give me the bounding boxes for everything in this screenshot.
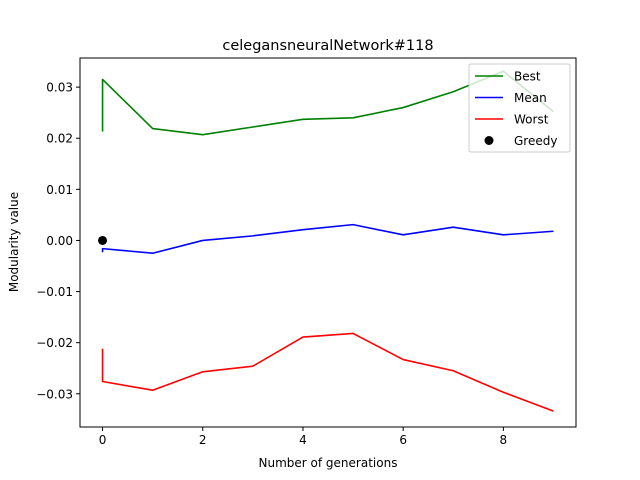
legend-greedy-label: Greedy	[514, 134, 557, 148]
legend-mean-label: Mean	[514, 91, 547, 105]
worst-series-line	[101, 332, 554, 412]
legend-greedy-marker	[484, 136, 494, 145]
legend: Best Mean Worst Greedy	[468, 63, 571, 153]
x-tick-label: 8	[500, 433, 508, 447]
greedy-point	[98, 235, 108, 245]
tick-layer: 0 2 4 6 8 −0.03 −0.02 −0.01 0.00 0.01 0.02 0.03	[36, 81, 507, 447]
chart-title: celegansneuralNetwork#118	[222, 38, 433, 54]
y-axis-label: Modularity value	[7, 192, 21, 292]
x-tick-label: 2	[199, 433, 207, 447]
mean-series-line	[101, 223, 554, 255]
legend-box	[468, 63, 571, 153]
y-tick-label: 0.03	[46, 81, 73, 95]
y-tick-label: 0.01	[46, 183, 73, 197]
legend-worst-label: Worst	[514, 113, 549, 127]
y-tick-label: 0.00	[46, 234, 73, 248]
x-tick-label: 4	[299, 433, 307, 447]
x-axis-label: Number of generations	[259, 456, 398, 470]
x-tick-label: 6	[399, 433, 407, 447]
y-tick-label: −0.02	[36, 336, 73, 350]
y-tick-label: −0.01	[36, 285, 73, 299]
y-tick-label: −0.03	[36, 387, 73, 401]
plot-frame	[79, 57, 577, 428]
legend-best-label: Best	[514, 70, 541, 84]
x-tick-label: 0	[99, 433, 107, 447]
y-tick-label: 0.02	[46, 132, 73, 146]
